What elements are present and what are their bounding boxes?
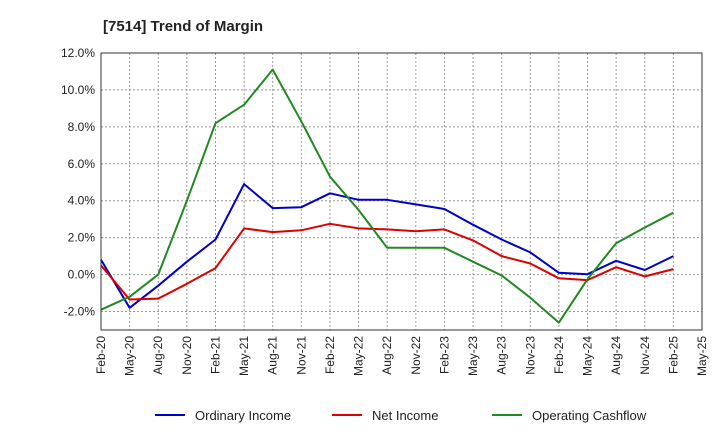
y-tick-label: -2.0%	[64, 305, 96, 319]
chart-title: [7514] Trend of Margin	[103, 18, 263, 35]
x-tick-label: May-20	[123, 336, 137, 376]
x-axis-ticks: Feb-20 May-20 Aug-20 Nov-20 Feb-21 May-21 Aug-…	[94, 336, 709, 376]
legend: Ordinary Income Net Income Operating Cashf…	[155, 408, 647, 423]
series-line-net-income	[100, 222, 674, 301]
x-tick-label: May-24	[581, 336, 595, 376]
plot-frame	[100, 52, 703, 331]
series-line-ordinary-income	[100, 183, 674, 309]
y-axis-ticks: -2.0% 0.0% 2.0% 4.0% 6.0% 8.0% 10.0% 12.0%	[61, 46, 95, 319]
y-tick-label: 10.0%	[61, 83, 95, 97]
series-lines	[100, 68, 674, 324]
y-tick-label: 4.0%	[68, 194, 96, 208]
legend-label: Ordinary Income	[195, 408, 291, 423]
series-line-operating-cashflow	[100, 68, 674, 324]
x-tick-label: Aug-20	[151, 336, 165, 375]
x-tick-label: Nov-21	[294, 336, 308, 375]
x-tick-label: May-23	[466, 336, 480, 376]
x-tick-label: Feb-23	[437, 336, 451, 374]
x-tick-label: Aug-24	[609, 336, 623, 375]
x-tick-label: Aug-21	[266, 336, 280, 375]
legend-label: Operating Cashflow	[532, 408, 647, 423]
x-tick-label: Feb-25	[666, 336, 680, 374]
x-tick-label: Feb-20	[94, 336, 108, 374]
x-tick-label: Aug-22	[380, 336, 394, 375]
y-tick-label: 8.0%	[68, 120, 96, 134]
x-tick-label: Nov-23	[523, 336, 537, 375]
x-tick-label: Feb-22	[323, 336, 337, 374]
y-tick-label: 2.0%	[68, 231, 96, 245]
legend-label: Net Income	[372, 408, 438, 423]
x-tick-label: Nov-22	[409, 336, 423, 375]
x-tick-label: May-25	[695, 336, 709, 376]
x-tick-label: Feb-24	[552, 336, 566, 374]
y-tick-label: 12.0%	[61, 46, 95, 60]
x-tick-label: May-22	[352, 336, 366, 376]
x-tick-label: May-21	[237, 336, 251, 376]
x-tick-label: Nov-20	[180, 336, 194, 375]
x-tick-label: Nov-24	[638, 336, 652, 375]
x-tick-label: Aug-23	[495, 336, 509, 375]
y-tick-label: 0.0%	[68, 268, 96, 282]
x-tick-label: Feb-21	[208, 336, 222, 374]
y-tick-label: 6.0%	[68, 157, 96, 171]
